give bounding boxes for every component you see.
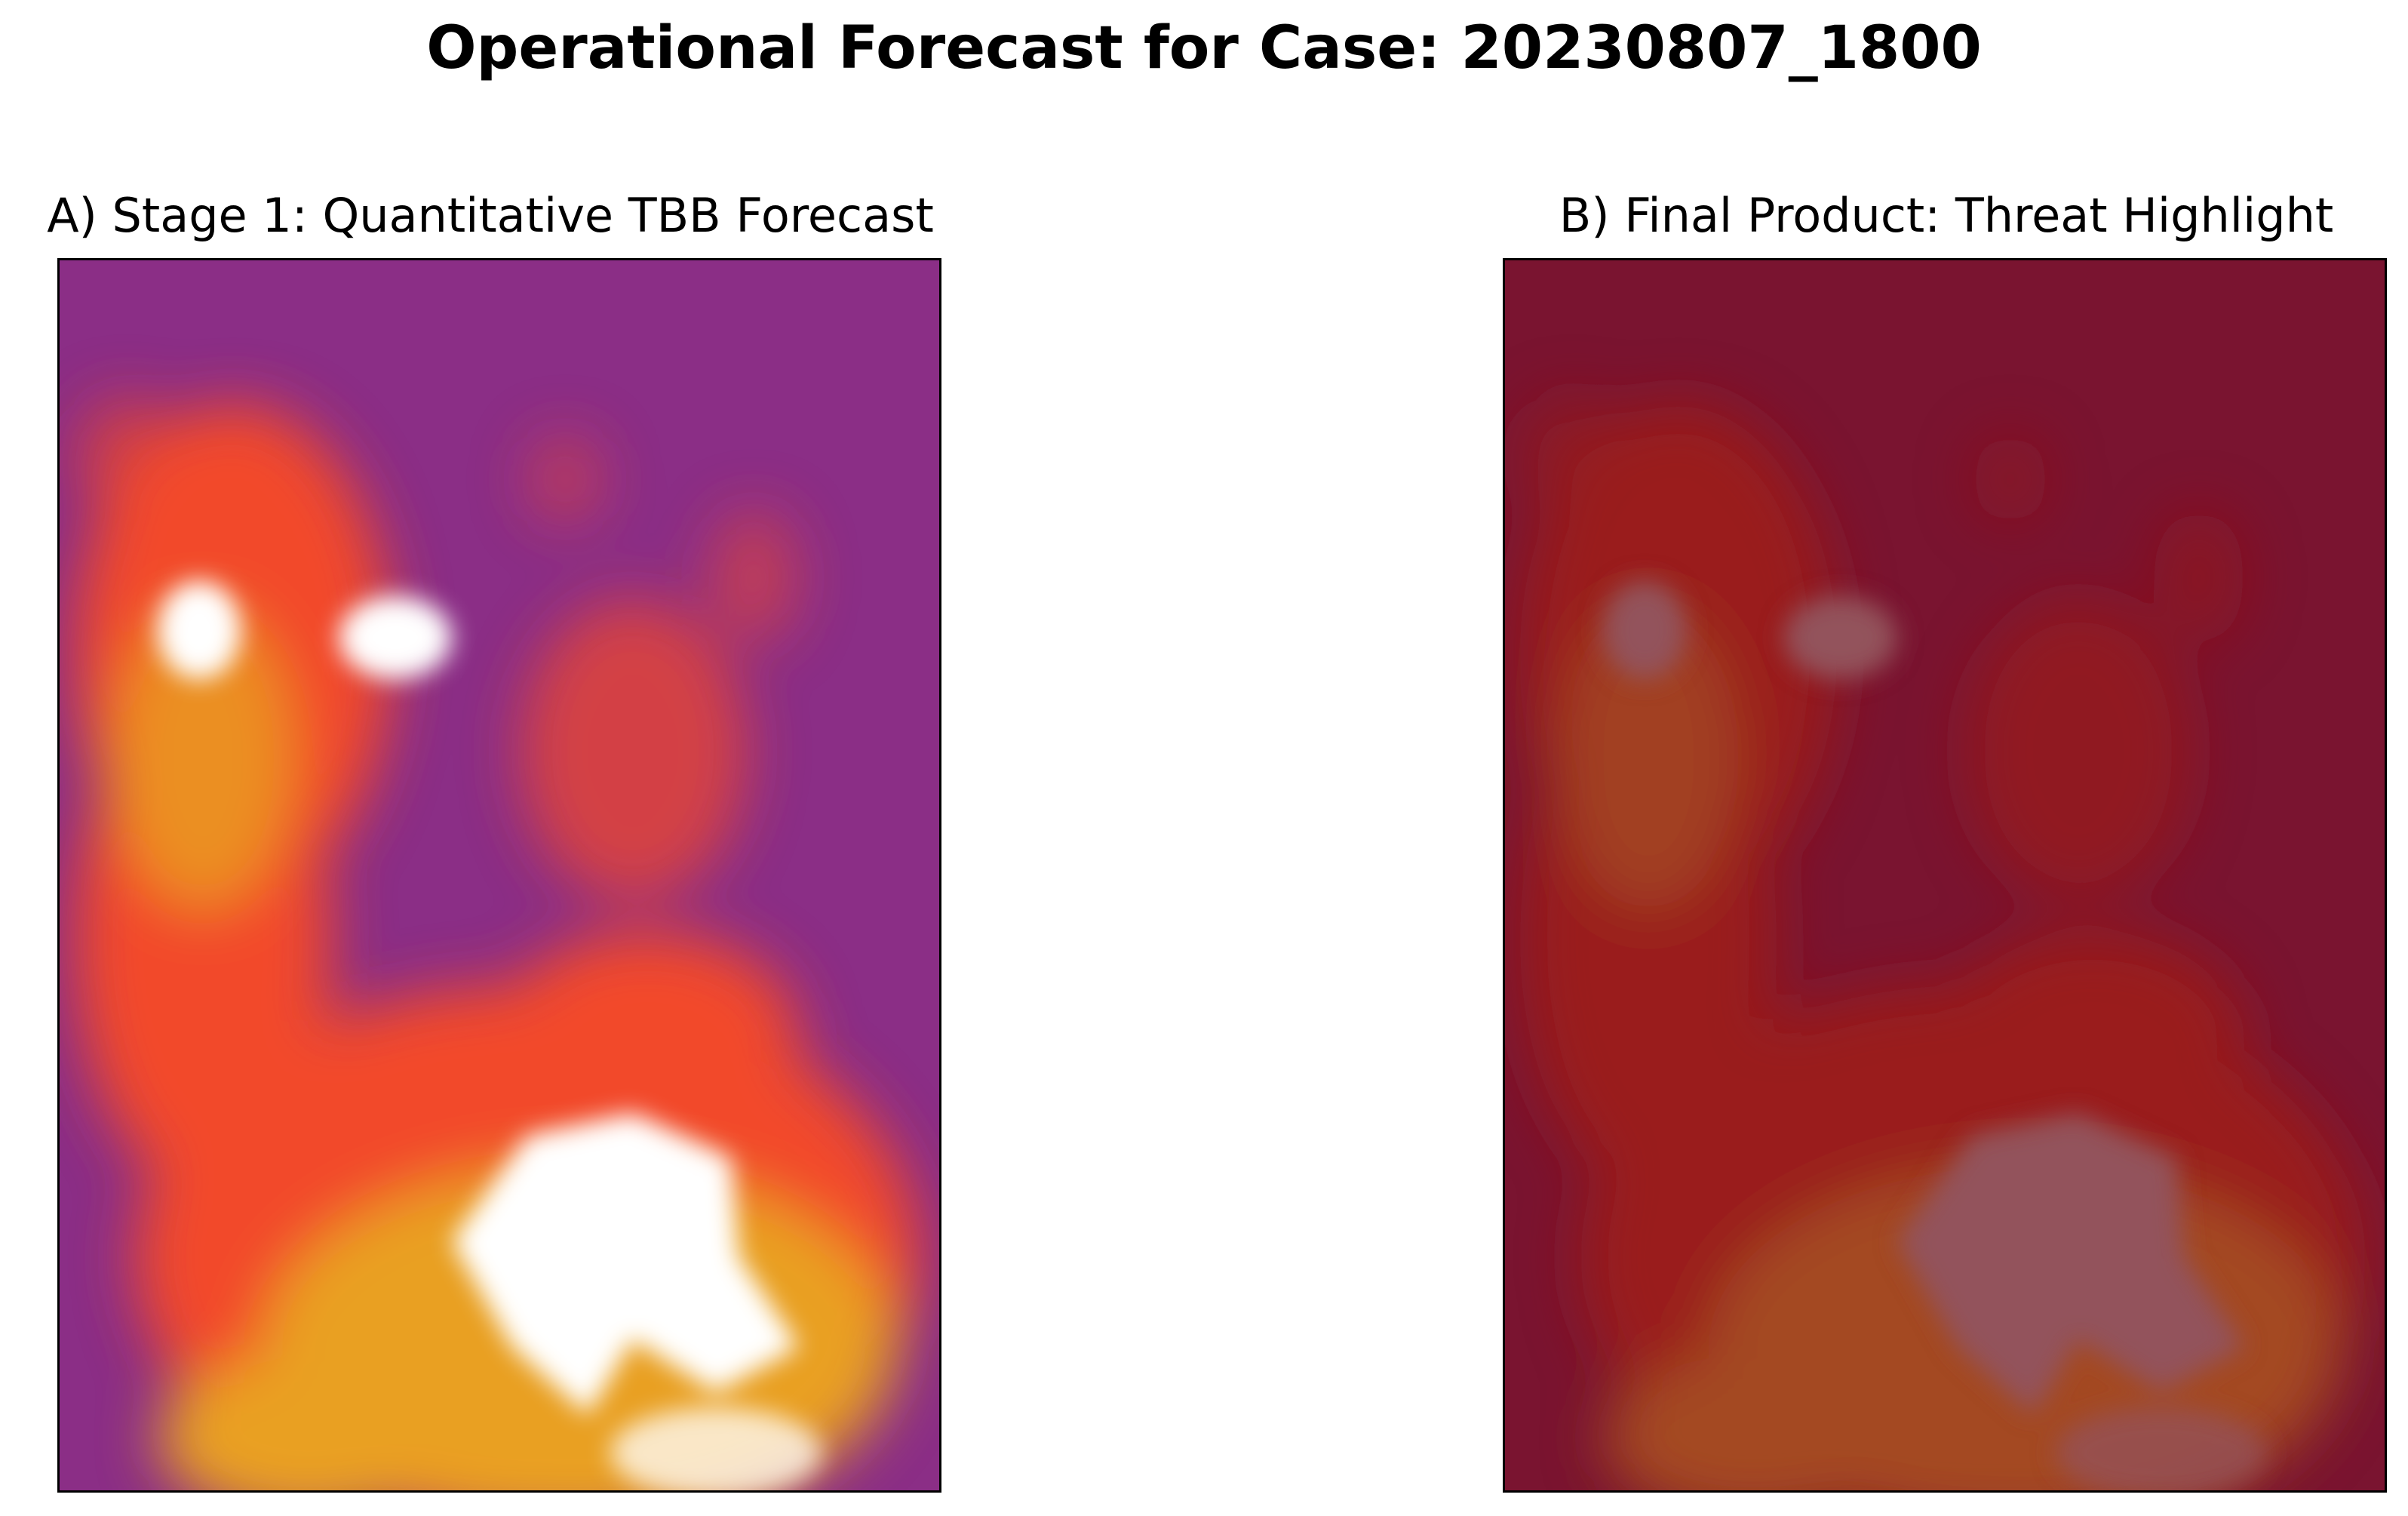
hot-spot-center — [339, 596, 452, 679]
hot-spot-left — [1603, 581, 1686, 679]
broad-southern-core — [452, 1113, 799, 1415]
east-small-cell — [2154, 509, 2244, 645]
broad-southern-core — [1897, 1113, 2244, 1415]
southern-neck — [497, 932, 799, 1143]
figure-suptitle: Operational Forecast for Case: 20230807_… — [426, 14, 1982, 82]
hot-spot-center — [1784, 596, 1897, 679]
northwest-patch — [75, 396, 180, 517]
central-east-cell — [520, 600, 746, 902]
east-small-cell — [708, 509, 799, 645]
western-high — [112, 607, 293, 909]
southwest-high — [158, 1355, 459, 1490]
central-east-cell — [1965, 600, 2191, 902]
panel-b-title: B) Final Product: Threat Highlight — [1559, 188, 2334, 243]
north-small-cell — [527, 434, 603, 524]
panel-a-title: A) Stage 1: Quantitative TBB Forecast — [47, 188, 934, 243]
panel-b-peaks — [1603, 581, 2267, 1490]
southern-lower-glow — [610, 1407, 822, 1490]
north-small-cell — [1973, 434, 2048, 524]
panel-b-heatmap — [1505, 260, 2385, 1490]
western-high — [1558, 607, 1739, 909]
panel-a-heatmap — [60, 260, 939, 1490]
southern-lower-glow — [2056, 1407, 2267, 1490]
panel-b-heatmap-axes — [1503, 258, 2387, 1493]
hot-spot-left — [158, 581, 241, 679]
southwest-high — [1603, 1355, 1905, 1490]
southern-neck — [1943, 932, 2244, 1143]
panel-a-heatmap-axes — [57, 258, 941, 1493]
panel-a-peaks — [158, 581, 822, 1490]
northwest-patch — [1520, 396, 1626, 517]
